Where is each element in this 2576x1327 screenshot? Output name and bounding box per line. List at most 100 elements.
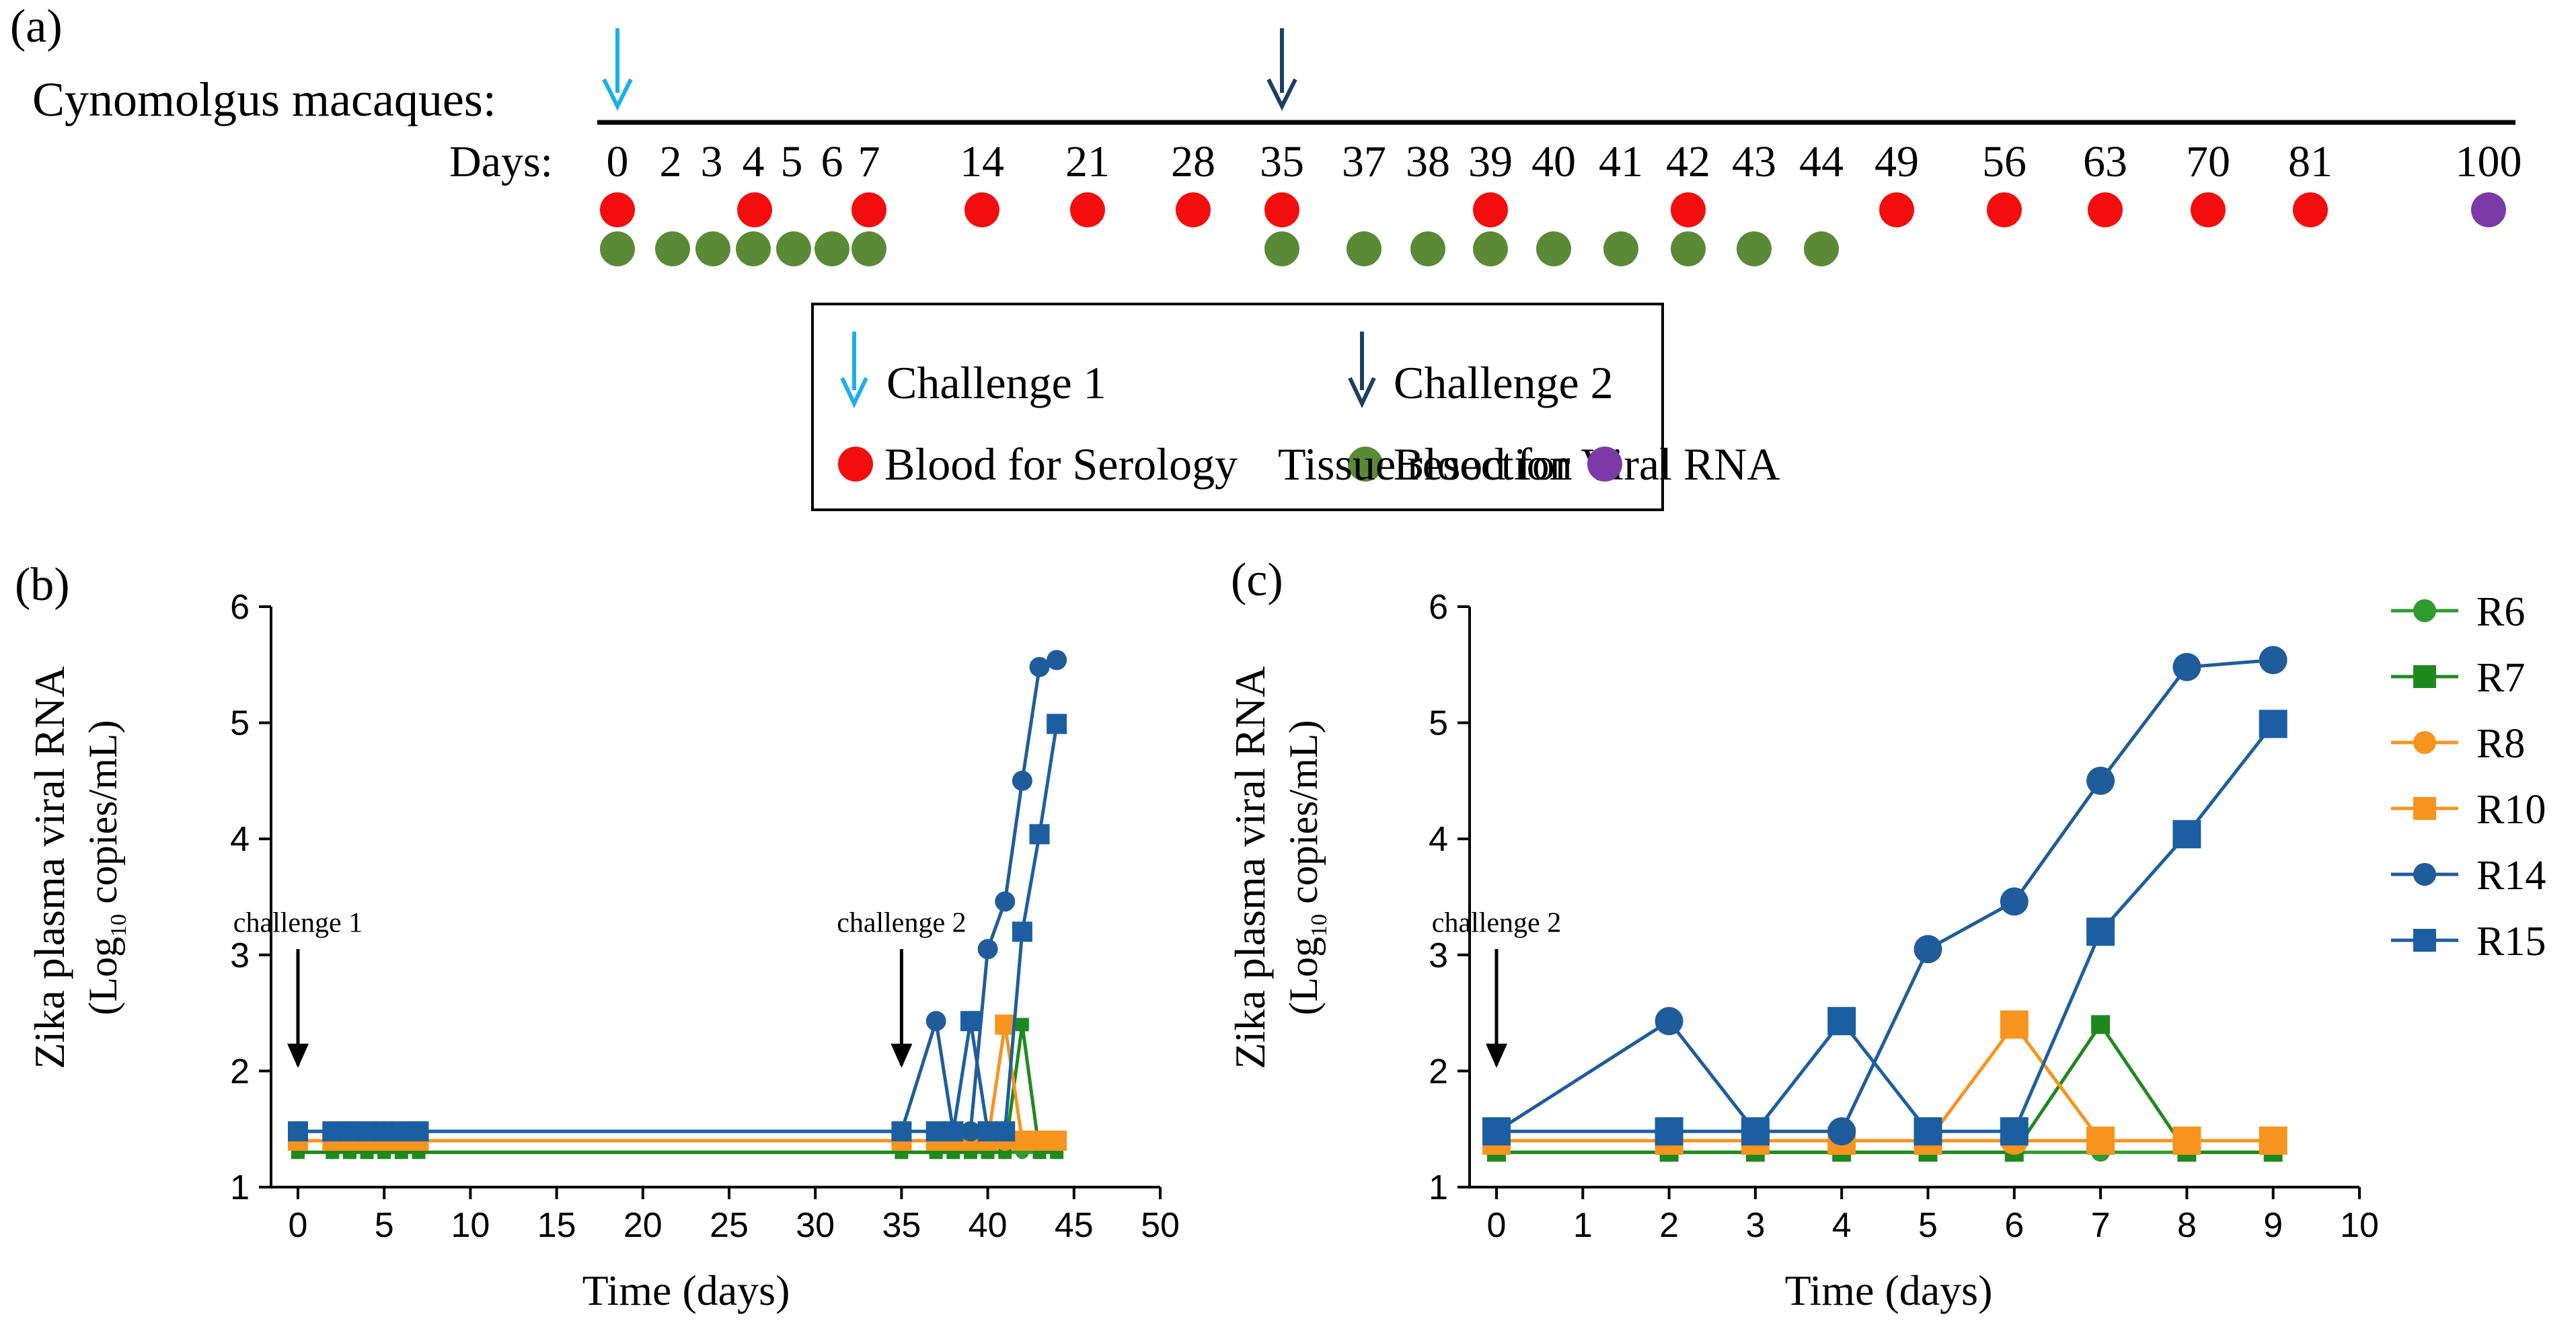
timeline-day-label: 39	[1468, 137, 1513, 186]
viral-rna-dot	[736, 231, 771, 266]
legend-label: R10	[2476, 787, 2546, 833]
timeline-day-label: 38	[1406, 137, 1450, 186]
chart-c-ylabel-pre: (Log	[1281, 937, 1326, 1016]
challenge-annotation-arrowhead	[287, 1043, 309, 1068]
legend-item-r7: R7	[2391, 655, 2525, 701]
timeline-day-label: 0	[607, 137, 629, 186]
data-point-r10	[1047, 1130, 1067, 1151]
y-tick-label: 4	[230, 820, 250, 859]
data-point-r15	[2172, 820, 2201, 849]
chart-b-xlabel: Time (days)	[582, 1266, 790, 1314]
x-tick-label: 8	[2177, 1206, 2197, 1245]
y-tick-label: 5	[230, 704, 250, 743]
x-tick-label: 10	[451, 1206, 490, 1245]
viral-rna-dot	[695, 231, 730, 266]
data-point-r15	[356, 1121, 377, 1142]
legend-viral-rna: Blood for Viral RNA	[1394, 439, 1780, 490]
legend-item-r8: R8	[2391, 721, 2525, 767]
panel-label-c: (c)	[1231, 554, 1283, 606]
timeline-day-label: 5	[781, 137, 803, 186]
legend-marker	[2413, 731, 2436, 754]
serology-dot	[737, 192, 772, 227]
serology-dot	[2191, 192, 2226, 227]
data-point-r14	[1012, 770, 1032, 791]
panel-label-a: (a)	[10, 1, 63, 52]
challenge-annotation-label: challenge 2	[1432, 907, 1561, 938]
serology-dot-icon	[838, 447, 873, 482]
timeline-day-label: 3	[701, 137, 723, 186]
data-point-r14	[1029, 656, 1050, 677]
data-point-r15	[943, 1121, 964, 1142]
viral-rna-dot	[1264, 231, 1299, 266]
legend-label: R8	[2476, 721, 2525, 767]
viral-rna-dot	[851, 231, 886, 266]
data-point-r7	[1015, 1018, 1029, 1032]
x-tick-label: 40	[969, 1206, 1008, 1245]
data-point-r15	[1012, 921, 1032, 942]
y-tick-label: 2	[1429, 1052, 1448, 1091]
x-tick-label: 25	[710, 1206, 749, 1245]
data-point-r14	[925, 1011, 946, 1032]
series-line-r14	[298, 658, 1058, 1133]
data-point-r15	[391, 1121, 412, 1142]
challenge-annotation-label: challenge 2	[837, 907, 966, 938]
x-tick-label: 35	[882, 1206, 921, 1245]
arrow-head	[1266, 78, 1297, 111]
serology-dot	[1879, 192, 1914, 227]
timeline-day-label: 40	[1531, 137, 1576, 186]
data-point-r15	[339, 1121, 360, 1142]
challenge-annotation-arrowhead	[891, 1043, 913, 1068]
legend-label: R6	[2476, 589, 2525, 635]
challenge-2-timeline-arrow-icon	[1266, 28, 1297, 111]
series-legend: R6 R7 R8 R10 R14 R15	[2391, 589, 2546, 964]
legend-marker	[2413, 797, 2436, 820]
challenge-annotation-label: challenge 1	[233, 907, 363, 938]
series-r14	[288, 650, 1067, 1142]
legend-label: R14	[2476, 853, 2546, 899]
y-tick-label: 6	[1429, 588, 1448, 627]
x-tick-label: 15	[537, 1206, 576, 1245]
data-point-r10	[2172, 1126, 2201, 1155]
data-point-r15	[891, 1121, 912, 1142]
x-tick-label: 0	[289, 1206, 308, 1245]
chart-c-ylabel: Zika plasma viral RNA (Log10 copies/mL)	[1226, 667, 1332, 1069]
serology-dot	[851, 192, 886, 227]
legend-item-r10: R10	[2391, 787, 2546, 833]
legend-item-r14: R14	[2391, 853, 2546, 899]
legend-serology: Blood for Serology	[884, 439, 1238, 490]
serology-dot	[2088, 192, 2123, 227]
chart-c-ylabel-sub: 10	[1307, 914, 1332, 937]
y-tick-label: 1	[230, 1168, 250, 1207]
data-point-r15	[1914, 1117, 1942, 1146]
timeline-day-label: 41	[1599, 137, 1643, 186]
data-point-r10	[2086, 1126, 2115, 1155]
arrow-head	[602, 78, 633, 111]
timeline-serology-dots	[600, 192, 2328, 227]
x-tick-label: 2	[1659, 1206, 1679, 1245]
x-tick-label: 9	[2263, 1206, 2283, 1245]
timeline-day-label: 42	[1666, 137, 1710, 186]
serology-dot	[1264, 192, 1299, 227]
series-r15	[288, 714, 1067, 1142]
data-point-r15	[374, 1121, 395, 1142]
chart-c-ylabel-line1: Zika plasma viral RNA	[1226, 667, 1274, 1069]
panel-label-b: (b)	[15, 559, 70, 611]
serology-dot	[1070, 192, 1105, 227]
panel-b: (b) Zika plasma viral RNA (Log10 copies/…	[15, 559, 1180, 1314]
chart-b-ylabel-line1: Zika plasma viral RNA	[26, 667, 73, 1069]
x-tick-label: 7	[2091, 1206, 2111, 1245]
legend-item-r6: R6	[2391, 589, 2525, 635]
legend-challenge-1: Challenge 1	[886, 357, 1106, 408]
timeline-day-label: 100	[2456, 137, 2522, 186]
data-point-r15	[1029, 824, 1050, 845]
x-tick-label: 0	[1487, 1206, 1507, 1245]
series-r14	[1482, 646, 2287, 1146]
y-tick-label: 1	[1429, 1168, 1448, 1207]
x-tick-label: 5	[375, 1206, 394, 1245]
x-tick-label: 6	[2004, 1206, 2024, 1245]
data-point-r15	[2086, 917, 2115, 946]
series-r10	[1482, 1010, 2287, 1155]
timeline-day-label: 63	[2083, 137, 2127, 186]
data-point-r14	[977, 939, 998, 960]
data-point-r14	[2000, 887, 2029, 916]
